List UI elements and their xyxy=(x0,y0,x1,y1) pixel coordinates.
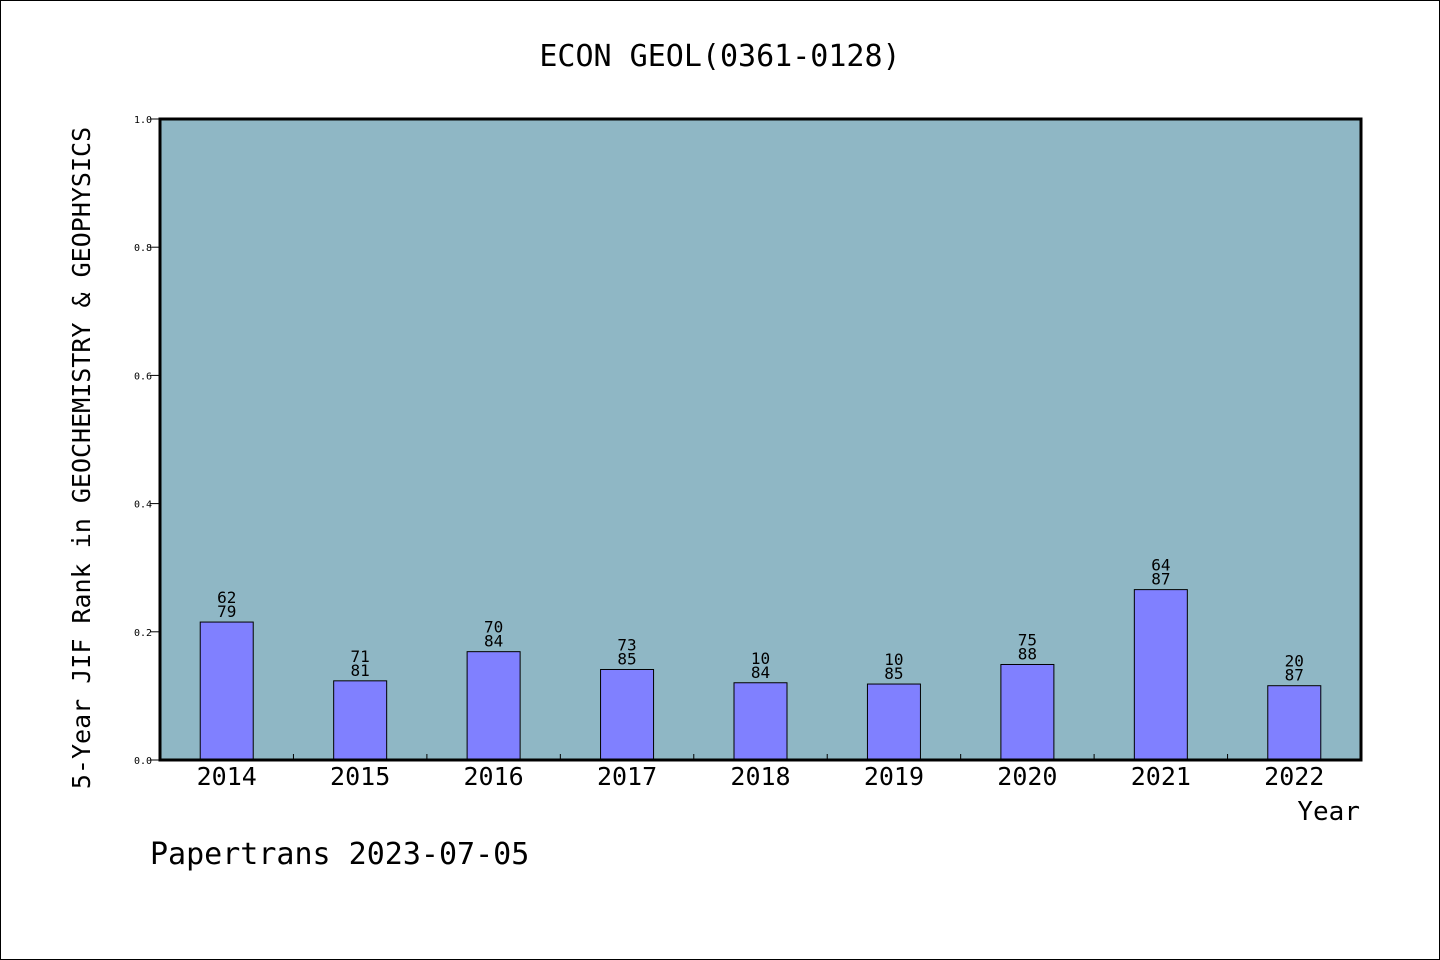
bar-total-label: 85 xyxy=(884,664,903,683)
bar xyxy=(600,668,655,761)
y-tick-label: 0.6 xyxy=(134,371,152,382)
bar-rank-label: 62 xyxy=(217,588,236,607)
chart-title: ECON GEOL(0361-0128) xyxy=(539,39,900,74)
y-axis: 0.0 0.2 0.4 0.6 0.8 1.0 xyxy=(134,115,160,767)
bar-rank-label: 75 xyxy=(1018,630,1037,649)
bar-rank-label: 10 xyxy=(751,649,770,668)
bar-total-label: 81 xyxy=(351,661,370,680)
bar-total-label: 85 xyxy=(617,649,636,668)
bar-total-label: 84 xyxy=(484,632,503,651)
x-tick-label: 2016 xyxy=(464,762,524,791)
bar xyxy=(866,683,921,761)
bar-rank-label: 10 xyxy=(884,650,903,669)
y-tick-label: 0.2 xyxy=(134,628,152,639)
bar xyxy=(1133,589,1188,761)
bar-rank-label: 70 xyxy=(484,618,503,637)
x-tick-label: 2017 xyxy=(597,762,657,791)
x-tick-label: 2022 xyxy=(1264,762,1324,791)
x-tick-label: 2014 xyxy=(197,762,257,791)
bar xyxy=(1267,685,1322,761)
x-tick-label: 2015 xyxy=(330,762,390,791)
bar-total-label: 88 xyxy=(1018,644,1037,663)
bar-rank-label: 64 xyxy=(1151,556,1170,575)
x-axis-label: Year xyxy=(1297,797,1360,827)
y-tick-label: 0.0 xyxy=(134,756,152,767)
x-tick-label: 2021 xyxy=(1131,762,1191,791)
bar-total-label: 87 xyxy=(1285,666,1304,685)
x-tick-label: 2019 xyxy=(864,762,924,791)
bars-group xyxy=(199,589,1322,761)
bar-rank-label: 71 xyxy=(351,647,370,666)
bar xyxy=(1000,663,1055,761)
plot-border xyxy=(158,117,1363,762)
footer-credit: Papertrans 2023-07-05 xyxy=(150,837,529,872)
bar xyxy=(199,621,254,761)
y-tick-label: 0.4 xyxy=(134,500,152,511)
bar xyxy=(733,682,788,761)
bar-rank-label: 73 xyxy=(617,635,636,654)
x-axis: 2014 2015 2016 2017 2018 2019 2020 2021 2022 xyxy=(197,754,1324,791)
bar-total-label: 84 xyxy=(751,663,770,682)
x-tick-label: 2020 xyxy=(997,762,1057,791)
bar-total-label: 79 xyxy=(217,602,236,621)
bar xyxy=(333,680,388,761)
bar xyxy=(466,651,521,761)
bar-total-label: 87 xyxy=(1151,570,1170,589)
bar-rank-label: 20 xyxy=(1285,652,1304,671)
y-tick-label: 1.0 xyxy=(134,115,152,126)
y-axis-label: 5-Year JIF Rank in GEOCHEMISTRY & GEOPHY… xyxy=(67,127,96,789)
x-tick-label: 2018 xyxy=(730,762,790,791)
y-tick-label: 0.8 xyxy=(134,243,152,254)
